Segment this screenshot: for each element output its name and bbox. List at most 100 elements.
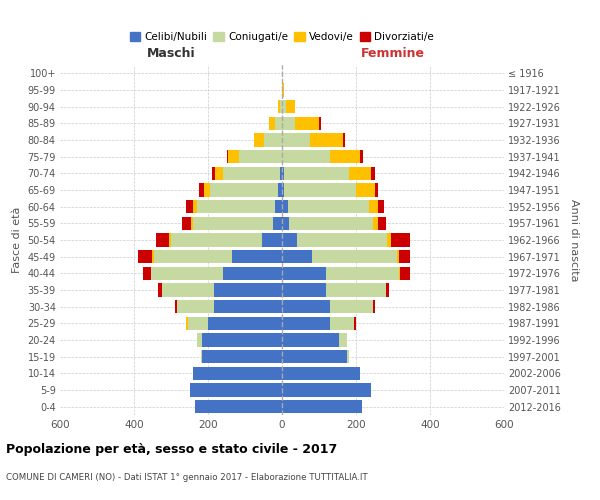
Bar: [195, 400, 282, 413]
Bar: [282, 200, 287, 213]
Bar: [204, 184, 210, 196]
Bar: [158, 284, 162, 296]
Bar: [282, 284, 326, 296]
Bar: [388, 234, 391, 246]
Bar: [360, 150, 364, 164]
Bar: [137, 250, 152, 264]
Y-axis label: Fasce di età: Fasce di età: [12, 207, 22, 273]
Bar: [282, 166, 284, 180]
Bar: [186, 316, 188, 330]
Bar: [152, 250, 154, 264]
Bar: [229, 150, 239, 164]
Bar: [287, 200, 369, 213]
Bar: [202, 350, 282, 364]
Bar: [193, 200, 197, 213]
Bar: [197, 334, 202, 346]
Bar: [280, 100, 282, 114]
Text: Popolazione per età, sesso e stato civile - 2017: Popolazione per età, sesso e stato civil…: [6, 442, 337, 456]
Bar: [169, 234, 171, 246]
Bar: [154, 250, 232, 264]
Bar: [282, 216, 289, 230]
Bar: [193, 216, 273, 230]
Text: Femmine: Femmine: [361, 47, 425, 60]
Bar: [330, 150, 360, 164]
Bar: [289, 216, 373, 230]
Bar: [378, 200, 384, 213]
Bar: [282, 384, 371, 396]
Bar: [282, 400, 362, 413]
Bar: [282, 150, 330, 164]
Bar: [263, 134, 282, 146]
Bar: [176, 300, 214, 314]
Bar: [162, 284, 214, 296]
Bar: [284, 166, 349, 180]
Bar: [284, 184, 356, 196]
Bar: [273, 216, 282, 230]
Bar: [286, 100, 295, 114]
Bar: [210, 184, 278, 196]
Bar: [227, 150, 229, 164]
Bar: [297, 234, 388, 246]
Bar: [212, 166, 215, 180]
Bar: [191, 216, 193, 230]
Bar: [223, 266, 282, 280]
Bar: [278, 184, 282, 196]
Bar: [208, 316, 282, 330]
Bar: [371, 166, 374, 180]
Bar: [223, 166, 280, 180]
Bar: [214, 284, 282, 296]
Bar: [171, 234, 262, 246]
Bar: [398, 266, 400, 280]
Bar: [282, 266, 326, 280]
Bar: [202, 334, 282, 346]
Bar: [343, 134, 345, 146]
Bar: [199, 184, 204, 196]
Bar: [330, 316, 354, 330]
Bar: [215, 166, 223, 180]
Bar: [156, 234, 169, 246]
Bar: [373, 300, 374, 314]
Bar: [197, 200, 275, 213]
Bar: [282, 334, 340, 346]
Bar: [326, 284, 386, 296]
Bar: [369, 200, 378, 213]
Bar: [330, 300, 373, 314]
Bar: [326, 266, 398, 280]
Bar: [278, 100, 280, 114]
Bar: [280, 166, 282, 180]
Bar: [282, 100, 286, 114]
Bar: [347, 350, 349, 364]
Bar: [143, 266, 151, 280]
Bar: [391, 234, 410, 246]
Bar: [354, 316, 356, 330]
Bar: [282, 234, 297, 246]
Bar: [200, 350, 202, 364]
Bar: [400, 266, 410, 280]
Bar: [182, 216, 191, 230]
Bar: [386, 284, 389, 296]
Bar: [190, 384, 282, 396]
Bar: [214, 300, 282, 314]
Bar: [275, 116, 282, 130]
Bar: [373, 216, 378, 230]
Bar: [282, 84, 284, 96]
Bar: [311, 250, 397, 264]
Bar: [340, 334, 347, 346]
Bar: [398, 250, 410, 264]
Bar: [319, 116, 321, 130]
Bar: [175, 300, 176, 314]
Bar: [262, 234, 282, 246]
Text: Maschi: Maschi: [146, 47, 196, 60]
Bar: [349, 166, 371, 180]
Bar: [282, 134, 310, 146]
Bar: [232, 250, 282, 264]
Bar: [269, 116, 275, 130]
Text: COMUNE DI CAMERI (NO) - Dati ISTAT 1° gennaio 2017 - Elaborazione TUTTITALIA.IT: COMUNE DI CAMERI (NO) - Dati ISTAT 1° ge…: [6, 472, 368, 482]
Bar: [193, 366, 282, 380]
Bar: [186, 200, 193, 213]
Bar: [378, 216, 386, 230]
Bar: [151, 266, 223, 280]
Y-axis label: Anni di nascita: Anni di nascita: [569, 198, 580, 281]
Bar: [254, 134, 263, 146]
Bar: [282, 184, 284, 196]
